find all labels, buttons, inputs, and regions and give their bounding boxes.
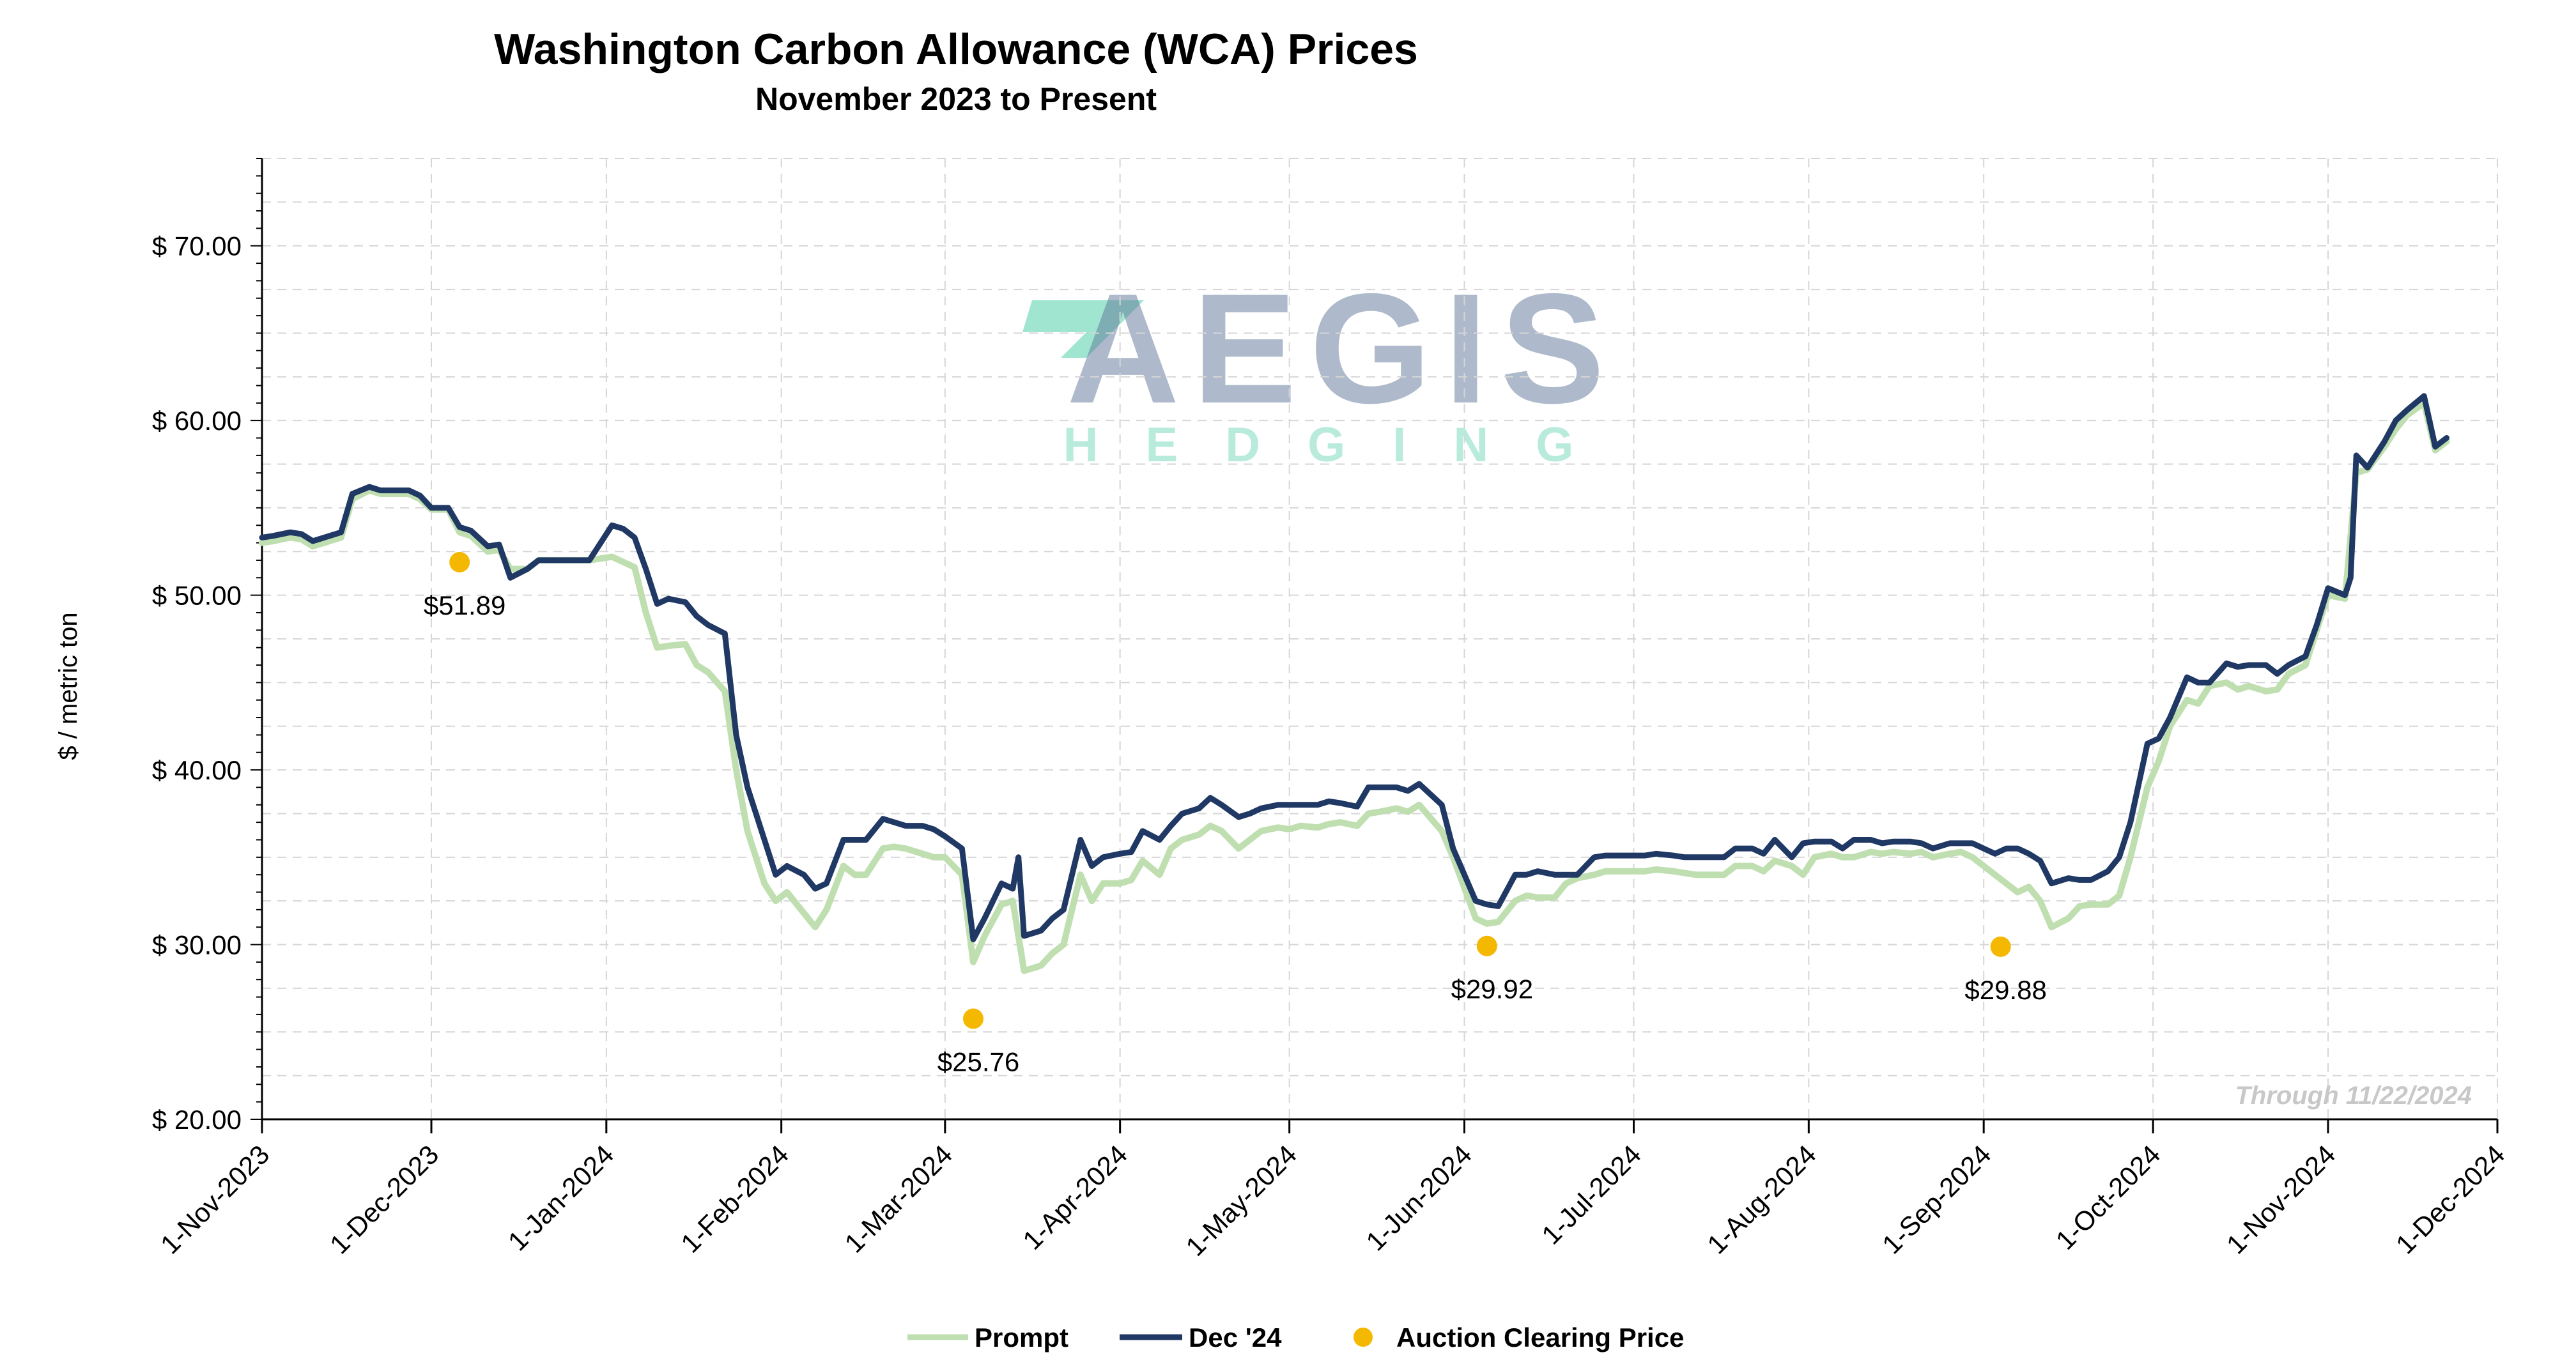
auction-point-label: $29.92 <box>1451 974 1533 1004</box>
auction-point <box>449 551 470 572</box>
x-tick-label: 1-Sep-2024 <box>1876 1139 1996 1259</box>
y-tick-label: $ 70.00 <box>152 231 242 261</box>
x-tick-label: 1-Mar-2024 <box>838 1139 958 1259</box>
x-tick-label: 1-Jan-2024 <box>502 1139 619 1256</box>
auction-point <box>963 1008 983 1029</box>
chart-subtitle: November 2023 to Present <box>755 81 1157 117</box>
series-line-dec24 <box>259 393 2449 942</box>
legend: Prompt Dec '24 Auction Clearing Price <box>907 1322 1684 1353</box>
x-tick-label: 1-Dec-2023 <box>324 1139 444 1259</box>
x-tick-label: 1-May-2024 <box>1180 1139 1302 1262</box>
y-tick-label: $ 30.00 <box>152 930 242 960</box>
watermark-hedging: HEDGING <box>1063 418 1621 472</box>
auction-points: $51.89 $25.76 $29.92 $29.88 <box>424 551 2047 1077</box>
series-line-prompt <box>259 399 2450 974</box>
through-date-annotation: Through 11/22/2024 <box>2235 1082 2472 1110</box>
auction-point <box>1476 935 1497 956</box>
watermark-aegis: AEGIS <box>1067 261 1617 436</box>
y-tick-label: $ 50.00 <box>152 581 242 611</box>
x-tick-label: 1-Jul-2024 <box>1536 1139 1647 1250</box>
auction-point-label: $51.89 <box>424 590 505 620</box>
auction-point <box>1990 936 2011 957</box>
x-tick-label: 1-Jun-2024 <box>1360 1139 1477 1256</box>
legend-label-auction: Auction Clearing Price <box>1396 1322 1684 1353</box>
series <box>259 393 2450 974</box>
watermark: AEGIS HEDGING <box>1022 261 1621 472</box>
chart-title: Washington Carbon Allowance (WCA) Prices <box>494 25 1418 73</box>
y-tick-label: $ 60.00 <box>152 406 242 436</box>
auction-point-label: $25.76 <box>937 1046 1019 1077</box>
x-tick-label: 1-Nov-2024 <box>2221 1139 2341 1259</box>
x-tick-label: 1-Apr-2024 <box>1017 1139 1133 1255</box>
legend-label-dec24: Dec '24 <box>1189 1322 1282 1353</box>
auction-point-label: $29.88 <box>1964 975 2046 1005</box>
y-tick-label: $ 20.00 <box>152 1105 242 1135</box>
y-axis-label: $ / metric ton <box>54 612 82 760</box>
x-tick-label: 1-Oct-2024 <box>2050 1139 2166 1255</box>
x-tick-label: 1-Aug-2024 <box>1701 1139 1821 1259</box>
aegis-logo-mark <box>1022 300 1144 358</box>
legend-label-prompt: Prompt <box>975 1322 1068 1353</box>
grid <box>262 158 2498 1119</box>
legend-marker-auction <box>1354 1328 1373 1347</box>
x-tick-label: 1-Feb-2024 <box>675 1139 794 1259</box>
y-tick-label: $ 40.00 <box>152 755 242 785</box>
x-tick-label: 1-Dec-2024 <box>2390 1139 2510 1259</box>
x-tick-label: 1-Nov-2023 <box>155 1139 275 1259</box>
